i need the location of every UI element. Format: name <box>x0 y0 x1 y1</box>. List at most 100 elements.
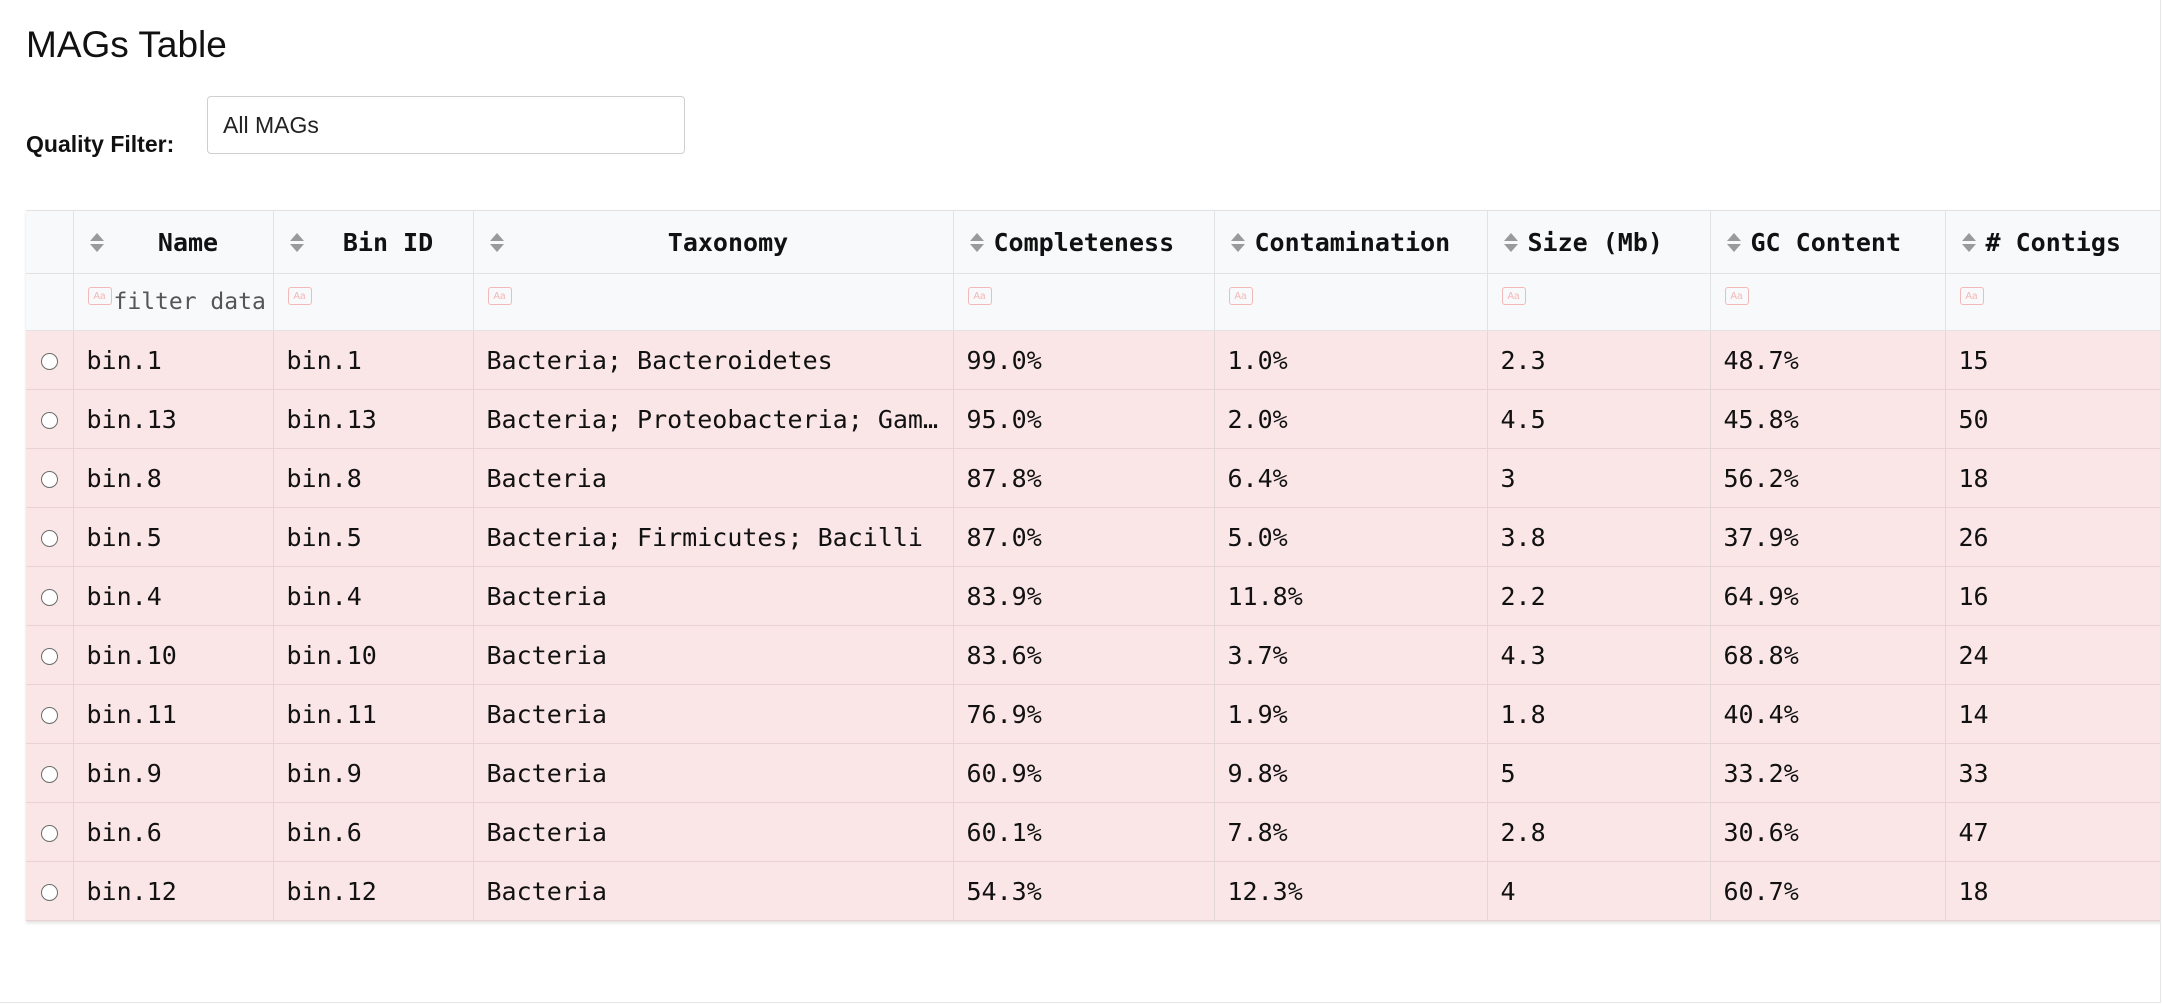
cell-size[interactable]: 3.8 <box>1487 507 1711 567</box>
cell-gc[interactable]: 56.2% <box>1710 448 1946 508</box>
contamination-filter-input[interactable] <box>1254 286 1483 318</box>
cell-contamination[interactable]: 5.0% <box>1214 507 1488 567</box>
table-row[interactable]: bin.5 bin.5 Bacteria; Firmicutes; Bacilli 8… <box>26 507 2160 567</box>
cell-name[interactable]: bin.12 <box>73 861 274 921</box>
quality-filter-select[interactable]: All MAGs <box>207 96 685 154</box>
header-bin-id[interactable]: Bin ID <box>273 210 474 274</box>
cell-gc[interactable]: 68.8% <box>1710 625 1946 685</box>
cell-taxonomy[interactable]: Bacteria; Proteobacteria; Gammaproteobac… <box>473 389 954 449</box>
case-sensitive-icon[interactable]: Aa <box>1959 287 1984 305</box>
sort-icon[interactable] <box>289 233 304 253</box>
cell-gc[interactable]: 40.4% <box>1710 684 1946 744</box>
cell-bin-id[interactable]: bin.12 <box>273 861 474 921</box>
row-select-radio[interactable] <box>40 412 58 429</box>
header-taxonomy[interactable]: Taxonomy <box>473 210 954 274</box>
sort-icon[interactable] <box>969 233 984 253</box>
taxonomy-filter-input[interactable] <box>513 286 949 318</box>
cell-taxonomy[interactable]: Bacteria <box>473 861 954 921</box>
cell-size[interactable]: 2.3 <box>1487 330 1711 390</box>
header-contigs[interactable]: # Contigs <box>1945 210 2160 274</box>
cell-name[interactable]: bin.13 <box>73 389 274 449</box>
contigs-filter-input[interactable] <box>1985 286 2160 318</box>
table-row[interactable]: bin.1 bin.1 Bacteria; Bacteroidetes 99.0% 1.… <box>26 330 2160 390</box>
case-sensitive-icon[interactable]: Aa <box>487 287 512 305</box>
cell-bin-id[interactable]: bin.11 <box>273 684 474 744</box>
cell-contamination[interactable]: 3.7% <box>1214 625 1488 685</box>
cell-contigs[interactable]: 26 <box>1945 507 2160 567</box>
table-row[interactable]: bin.11 bin.11 Bacteria 76.9% 1.9% 1.8 40.4% 14 <box>26 684 2160 744</box>
row-select-radio[interactable] <box>40 707 58 724</box>
cell-taxonomy[interactable]: Bacteria <box>473 448 954 508</box>
cell-contigs[interactable]: 24 <box>1945 625 2160 685</box>
cell-contamination[interactable]: 11.8% <box>1214 566 1488 626</box>
cell-size[interactable]: 1.8 <box>1487 684 1711 744</box>
cell-contigs[interactable]: 50 <box>1945 389 2160 449</box>
cell-bin-id[interactable]: bin.9 <box>273 743 474 803</box>
cell-contigs[interactable]: 18 <box>1945 861 2160 921</box>
cell-completeness[interactable]: 87.8% <box>953 448 1215 508</box>
case-sensitive-icon[interactable]: Aa <box>1724 287 1749 305</box>
cell-completeness[interactable]: 83.6% <box>953 625 1215 685</box>
table-row[interactable]: bin.9 bin.9 Bacteria 60.9% 9.8% 5 33.2% 33 <box>26 743 2160 803</box>
cell-name[interactable]: bin.6 <box>73 802 274 862</box>
cell-name[interactable]: bin.9 <box>73 743 274 803</box>
cell-gc[interactable]: 33.2% <box>1710 743 1946 803</box>
cell-contamination[interactable]: 6.4% <box>1214 448 1488 508</box>
table-row[interactable]: bin.10 bin.10 Bacteria 83.6% 3.7% 4.3 68.8% 24 <box>26 625 2160 685</box>
cell-name[interactable]: bin.8 <box>73 448 274 508</box>
case-sensitive-icon[interactable]: Aa <box>1228 287 1253 305</box>
case-sensitive-icon[interactable]: Aa <box>1501 287 1526 305</box>
cell-taxonomy[interactable]: Bacteria <box>473 684 954 744</box>
cell-name[interactable]: bin.5 <box>73 507 274 567</box>
cell-name[interactable]: bin.1 <box>73 330 274 390</box>
cell-bin-id[interactable]: bin.6 <box>273 802 474 862</box>
row-select-radio[interactable] <box>40 471 58 488</box>
cell-taxonomy[interactable]: Bacteria <box>473 743 954 803</box>
completeness-filter-input[interactable] <box>993 286 1210 318</box>
cell-size[interactable]: 4.5 <box>1487 389 1711 449</box>
cell-gc[interactable]: 37.9% <box>1710 507 1946 567</box>
cell-contamination[interactable]: 7.8% <box>1214 802 1488 862</box>
cell-gc[interactable]: 64.9% <box>1710 566 1946 626</box>
case-sensitive-icon[interactable]: Aa <box>967 287 992 305</box>
sort-icon[interactable] <box>489 233 504 253</box>
cell-completeness[interactable]: 60.9% <box>953 743 1215 803</box>
table-row[interactable]: bin.12 bin.12 Bacteria 54.3% 12.3% 4 60.7% 18 <box>26 861 2160 921</box>
case-sensitive-icon[interactable]: Aa <box>87 287 112 305</box>
row-select-radio[interactable] <box>40 884 58 901</box>
gc-content-filter-input[interactable] <box>1750 286 1941 318</box>
cell-taxonomy[interactable]: Bacteria; Firmicutes; Bacilli <box>473 507 954 567</box>
cell-contamination[interactable]: 2.0% <box>1214 389 1488 449</box>
cell-completeness[interactable]: 60.1% <box>953 802 1215 862</box>
cell-contamination[interactable]: 9.8% <box>1214 743 1488 803</box>
cell-contigs[interactable]: 14 <box>1945 684 2160 744</box>
cell-bin-id[interactable]: bin.10 <box>273 625 474 685</box>
header-gc-content[interactable]: GC Content <box>1710 210 1946 274</box>
cell-completeness[interactable]: 83.9% <box>953 566 1215 626</box>
cell-contigs[interactable]: 33 <box>1945 743 2160 803</box>
table-row[interactable]: bin.4 bin.4 Bacteria 83.9% 11.8% 2.2 64.9% 16 <box>26 566 2160 626</box>
case-sensitive-icon[interactable]: Aa <box>287 287 312 305</box>
cell-gc[interactable]: 48.7% <box>1710 330 1946 390</box>
cell-bin-id[interactable]: bin.5 <box>273 507 474 567</box>
cell-taxonomy[interactable]: Bacteria <box>473 625 954 685</box>
cell-name[interactable]: bin.4 <box>73 566 274 626</box>
header-size[interactable]: Size (Mb) <box>1487 210 1711 274</box>
sort-icon[interactable] <box>1503 233 1518 253</box>
cell-size[interactable]: 5 <box>1487 743 1711 803</box>
cell-taxonomy[interactable]: Bacteria <box>473 802 954 862</box>
cell-completeness[interactable]: 87.0% <box>953 507 1215 567</box>
name-filter-input[interactable] <box>113 286 269 318</box>
table-row[interactable]: bin.8 bin.8 Bacteria 87.8% 6.4% 3 56.2% 18 <box>26 448 2160 508</box>
cell-completeness[interactable]: 99.0% <box>953 330 1215 390</box>
row-select-radio[interactable] <box>40 766 58 783</box>
header-name[interactable]: Name <box>73 210 274 274</box>
cell-gc[interactable]: 30.6% <box>1710 802 1946 862</box>
cell-bin-id[interactable]: bin.1 <box>273 330 474 390</box>
row-select-radio[interactable] <box>40 530 58 547</box>
cell-bin-id[interactable]: bin.13 <box>273 389 474 449</box>
cell-completeness[interactable]: 54.3% <box>953 861 1215 921</box>
header-contamination[interactable]: Contamination <box>1214 210 1488 274</box>
sort-icon[interactable] <box>1961 233 1976 253</box>
row-select-radio[interactable] <box>40 589 58 606</box>
